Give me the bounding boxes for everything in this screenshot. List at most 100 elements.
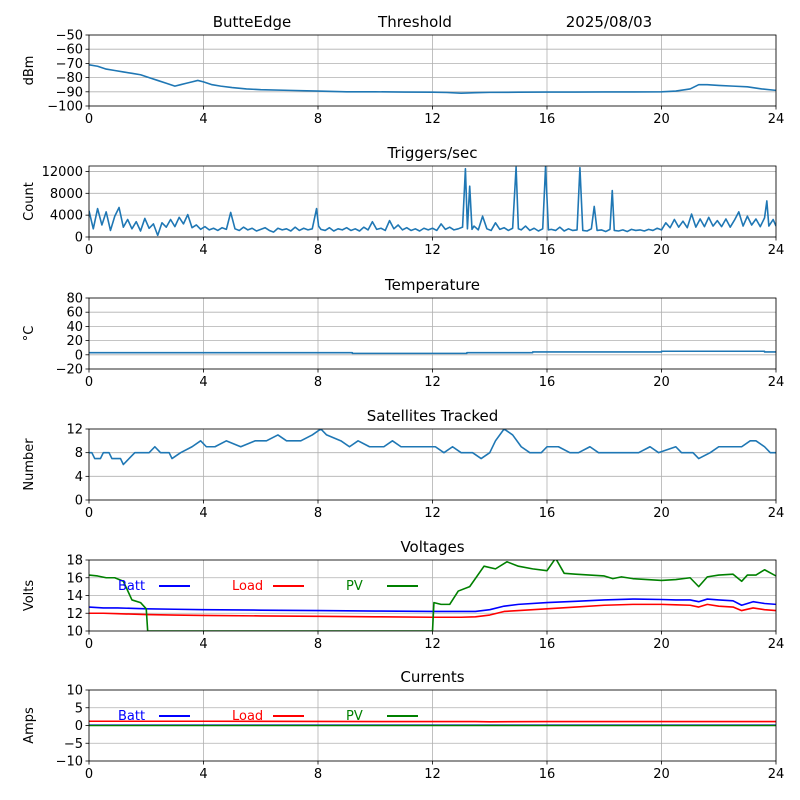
- temperature-xtick-label: 12: [424, 375, 441, 390]
- temperature-xtick-label: 8: [314, 375, 322, 390]
- triggers-ytick-label: 0: [75, 231, 83, 246]
- voltages-ytick-label: 14: [66, 589, 83, 604]
- currents-ytick-label: 10: [66, 684, 83, 699]
- voltages-title: Voltages: [400, 538, 464, 556]
- satellites-panel: 0 4 8 12 16 20 24 0 4 8 12 Satellites Tracked Number: [22, 407, 784, 521]
- triggers-xtick-label: 24: [768, 243, 785, 258]
- triggers-xtick-label: 8: [314, 243, 322, 258]
- currents-xtick-label: 16: [539, 767, 556, 782]
- currents-xtick-label: 24: [768, 767, 785, 782]
- currents-series-load: [89, 720, 776, 723]
- satellites-xtick-label: 24: [768, 506, 785, 521]
- threshold-xtick-label: 12: [424, 112, 441, 127]
- threshold-ytick-label: −90: [56, 85, 83, 100]
- voltages-xtick-label: 12: [424, 637, 441, 652]
- currents-legend-label: Batt: [118, 709, 145, 724]
- threshold-series-line: [89, 64, 776, 95]
- triggers-xtick-label: 16: [539, 243, 556, 258]
- voltages-ytick-label: 16: [66, 571, 83, 586]
- voltages-ytick-label: 10: [66, 625, 83, 640]
- currents-xtick-label: 0: [85, 767, 93, 782]
- voltages-xtick-label: 0: [85, 637, 93, 652]
- currents-ytick-label: 5: [75, 701, 83, 716]
- triggers-ylabel: Count: [22, 182, 37, 221]
- temperature-xtick-label: 4: [199, 375, 207, 390]
- satellites-title: Satellites Tracked: [367, 407, 498, 425]
- satellites-ytick-label: 0: [75, 494, 83, 509]
- voltages-xtick-label: 4: [199, 637, 207, 652]
- threshold-xtick-label: 8: [314, 112, 322, 127]
- triggers-series-line: [89, 166, 776, 237]
- temperature-xtick-label: 16: [539, 375, 556, 390]
- triggers-xtick-label: 12: [424, 243, 441, 258]
- voltages-series-load: [89, 603, 776, 619]
- voltages-legend-label: Batt: [118, 579, 145, 594]
- currents-legend-label: PV: [346, 709, 363, 724]
- triggers-xtick-label: 0: [85, 243, 93, 258]
- satellites-xtick-label: 16: [539, 506, 556, 521]
- threshold-xtick-label: 16: [539, 112, 556, 127]
- header-mode: Threshold: [377, 13, 452, 31]
- temperature-xtick-label: 20: [653, 375, 670, 390]
- temperature-series-line: [89, 350, 776, 355]
- voltages-ytick-label: 12: [66, 607, 83, 622]
- threshold-panel: 0 4 8 12 16 20 24 −100−90−80−70−60−50 dBm: [22, 29, 784, 128]
- voltages-legend-label: PV: [346, 579, 363, 594]
- temperature-ytick-label: 40: [66, 320, 83, 335]
- threshold-xtick-label: 0: [85, 112, 93, 127]
- triggers-title: Triggers/sec: [387, 144, 478, 162]
- currents-xtick-label: 4: [199, 767, 207, 782]
- currents-ytick-label: 0: [75, 719, 83, 734]
- threshold-xtick-label: 20: [653, 112, 670, 127]
- triggers-ytick-label: 4000: [50, 209, 83, 224]
- threshold-ylabel: dBm: [22, 56, 37, 86]
- currents-ytick-label: −5: [64, 737, 83, 752]
- satellites-ytick-label: 4: [75, 470, 83, 485]
- temperature-ytick-label: 20: [66, 334, 83, 349]
- temperature-ytick-label: −20: [56, 363, 83, 378]
- threshold-ytick-label: −50: [56, 29, 83, 44]
- voltages-xtick-label: 16: [539, 637, 556, 652]
- voltages-xtick-label: 8: [314, 637, 322, 652]
- triggers-panel: 0 4 8 12 16 20 24 0 4000 8000 12000 Triggers/sec Cou…: [22, 144, 784, 258]
- currents-title: Currents: [400, 668, 464, 686]
- header-date: 2025/08/03: [566, 13, 652, 31]
- voltages-series-batt: [89, 598, 776, 613]
- header-station: ButteEdge: [213, 13, 292, 31]
- voltages-ytick-label: 18: [66, 554, 83, 569]
- satellites-xtick-label: 12: [424, 506, 441, 521]
- triggers-xtick-label: 20: [653, 243, 670, 258]
- voltages-series-pv: [89, 560, 776, 631]
- temperature-title: Temperature: [384, 276, 480, 294]
- voltages-panel: 0 4 8 12 16 20 24 10 12 14 16 18 Voltages Volts Batt Lo…: [22, 538, 784, 652]
- currents-ylabel: Amps: [22, 707, 37, 744]
- voltages-xtick-label: 20: [653, 637, 670, 652]
- temperature-xtick-label: 24: [768, 375, 785, 390]
- threshold-xtick-label: 4: [199, 112, 207, 127]
- threshold-ytick-label: −100: [47, 100, 83, 115]
- triggers-xtick-label: 4: [199, 243, 207, 258]
- temperature-ytick-label: 0: [75, 348, 83, 363]
- currents-legend-label: Load: [232, 709, 263, 724]
- temperature-ylabel: °C: [22, 326, 37, 342]
- satellites-xtick-label: 20: [653, 506, 670, 521]
- satellites-ytick-label: 8: [75, 446, 83, 461]
- temperature-ytick-label: 60: [66, 306, 83, 321]
- voltages-xtick-label: 24: [768, 637, 785, 652]
- satellites-ylabel: Number: [22, 438, 37, 491]
- threshold-xtick-label: 24: [768, 112, 785, 127]
- currents-xtick-label: 8: [314, 767, 322, 782]
- satellites-xtick-label: 0: [85, 506, 93, 521]
- currents-xtick-label: 20: [653, 767, 670, 782]
- satellites-series-line: [89, 429, 776, 466]
- threshold-ytick-label: −70: [56, 57, 83, 72]
- currents-xtick-label: 12: [424, 767, 441, 782]
- temperature-ytick-label: 80: [66, 292, 83, 307]
- voltages-legend-label: Load: [232, 579, 263, 594]
- satellites-xtick-label: 8: [314, 506, 322, 521]
